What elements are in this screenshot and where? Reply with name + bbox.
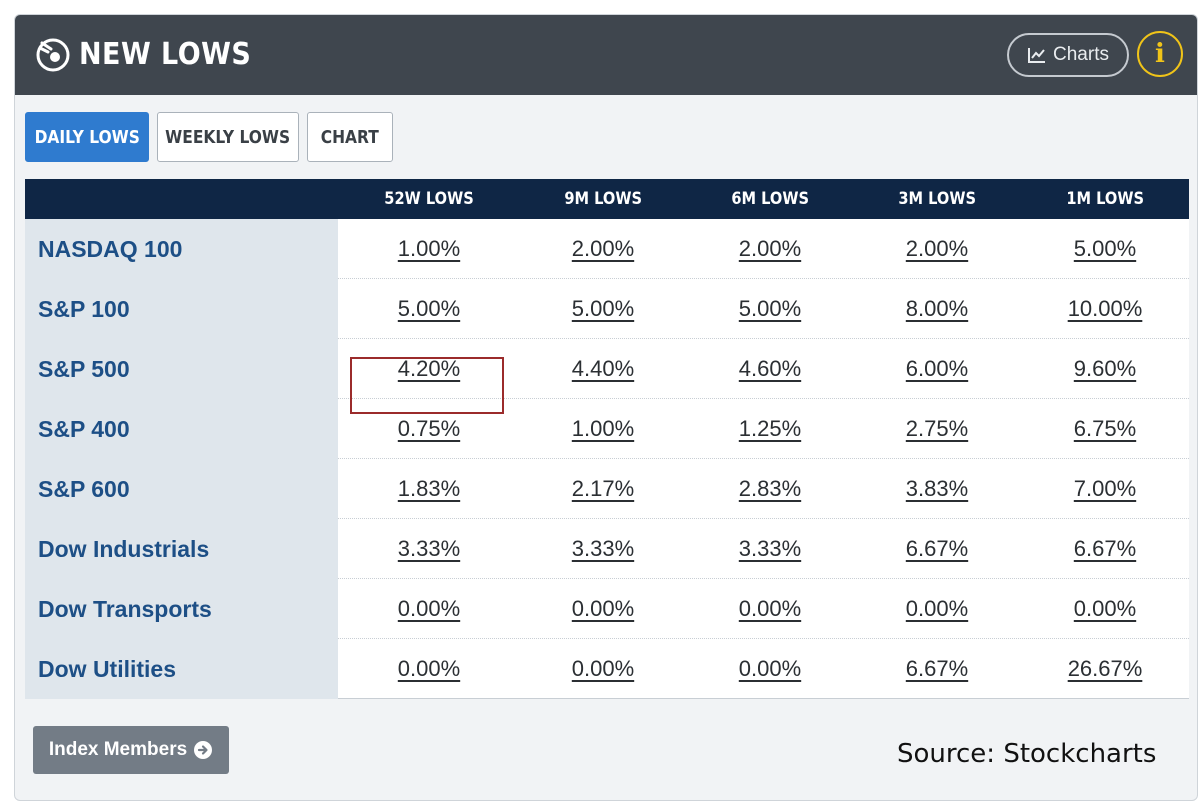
value-cell[interactable]: 0.00% [738,596,802,621]
charts-button[interactable]: Charts [1007,33,1129,77]
value-cell[interactable]: 7.00% [1073,476,1137,501]
rocket-down-icon [36,38,70,72]
value-cell[interactable]: 2.17% [571,476,635,501]
column-header-3m[interactable]: 3M LOWS [898,189,976,209]
arrow-circle-right-icon [194,741,213,759]
index-members-label: Index Members [48,739,188,760]
table-row: S&P 100 5.00% 5.00% 5.00% 8.00% 10.00% [25,279,1189,339]
value-cell[interactable]: 5.00% [738,296,802,321]
row-label: NASDAQ 100 [25,219,338,279]
table-row: Dow Utilities 0.00% 0.00% 0.00% 6.67% 26… [25,639,1189,699]
row-label: Dow Transports [25,579,338,639]
info-icon: i [1155,39,1165,69]
value-cell[interactable]: 6.67% [1073,536,1137,561]
value-cell[interactable]: 0.00% [397,656,461,681]
tab-daily-lows[interactable]: DAILY LOWS [25,112,149,162]
value-cell[interactable]: 1.25% [738,416,802,441]
value-cell[interactable]: 3.33% [571,536,635,561]
panel-header: NEW LOWS Charts i [15,15,1197,95]
value-cell[interactable]: 0.00% [571,596,635,621]
page-title: NEW LOWS [79,37,252,72]
value-cell[interactable]: 2.00% [905,236,969,261]
row-label: Dow Utilities [25,639,338,699]
value-cell[interactable]: 0.00% [571,656,635,681]
charts-button-label: Charts [1053,44,1109,65]
value-cell[interactable]: 0.00% [1073,596,1137,621]
row-label: S&P 400 [25,399,338,459]
value-cell[interactable]: 2.00% [571,236,635,261]
column-header-9m[interactable]: 9M LOWS [564,189,642,209]
value-cell[interactable]: 2.75% [905,416,969,441]
value-cell[interactable]: 0.00% [905,596,969,621]
value-cell[interactable]: 4.20% [397,356,461,381]
value-cell[interactable]: 26.67% [1067,656,1143,681]
new-lows-panel: NEW LOWS Charts i DAILY LOWS WEEKLY LOWS… [14,14,1198,801]
row-label: S&P 100 [25,279,338,339]
value-cell[interactable]: 5.00% [1073,236,1137,261]
value-cell[interactable]: 2.00% [738,236,802,261]
line-chart-icon [1028,48,1046,63]
value-cell[interactable]: 0.75% [397,416,461,441]
row-label: Dow Industrials [25,519,338,579]
value-cell[interactable]: 6.67% [905,536,969,561]
value-cell[interactable]: 1.83% [397,476,461,501]
index-members-button[interactable]: Index Members [33,726,229,774]
value-cell[interactable]: 3.83% [905,476,969,501]
info-button[interactable]: i [1137,31,1183,77]
tab-chart[interactable]: CHART [307,112,393,162]
column-header-6m[interactable]: 6M LOWS [731,189,809,209]
table-row: S&P 600 1.83% 2.17% 2.83% 3.83% 7.00% [25,459,1189,519]
value-cell[interactable]: 3.33% [738,536,802,561]
value-cell[interactable]: 4.60% [738,356,802,381]
column-header-52w[interactable]: 52W LOWS [384,189,474,209]
value-cell[interactable]: 6.00% [905,356,969,381]
new-lows-table: 52W LOWS 9M LOWS 6M LOWS 3M LOWS 1M LOWS… [25,179,1189,699]
row-label: S&P 600 [25,459,338,519]
value-cell[interactable]: 10.00% [1067,296,1143,321]
value-cell[interactable]: 9.60% [1073,356,1137,381]
tab-weekly-lows[interactable]: WEEKLY LOWS [157,112,299,162]
table-row: Dow Transports 0.00% 0.00% 0.00% 0.00% 0… [25,579,1189,639]
value-cell[interactable]: 4.40% [571,356,635,381]
table-row: NASDAQ 100 1.00% 2.00% 2.00% 2.00% 5.00% [25,219,1189,279]
table-row: S&P 500 4.20% 4.40% 4.60% 6.00% 9.60% [25,339,1189,399]
value-cell[interactable]: 0.00% [397,596,461,621]
value-cell[interactable]: 2.83% [738,476,802,501]
value-cell[interactable]: 1.00% [397,236,461,261]
value-cell[interactable]: 0.00% [738,656,802,681]
value-cell[interactable]: 3.33% [397,536,461,561]
source-caption: Source: Stockcharts [897,739,1157,769]
value-cell[interactable]: 5.00% [397,296,461,321]
value-cell[interactable]: 8.00% [905,296,969,321]
value-cell[interactable]: 6.67% [905,656,969,681]
value-cell[interactable]: 6.75% [1073,416,1137,441]
value-cell[interactable]: 5.00% [571,296,635,321]
column-header-1m[interactable]: 1M LOWS [1066,189,1144,209]
table-header: 52W LOWS 9M LOWS 6M LOWS 3M LOWS 1M LOWS [25,179,1189,219]
row-label: S&P 500 [25,339,338,399]
table-row: Dow Industrials 3.33% 3.33% 3.33% 6.67% … [25,519,1189,579]
table-row: S&P 400 0.75% 1.00% 1.25% 2.75% 6.75% [25,399,1189,459]
value-cell[interactable]: 1.00% [571,416,635,441]
